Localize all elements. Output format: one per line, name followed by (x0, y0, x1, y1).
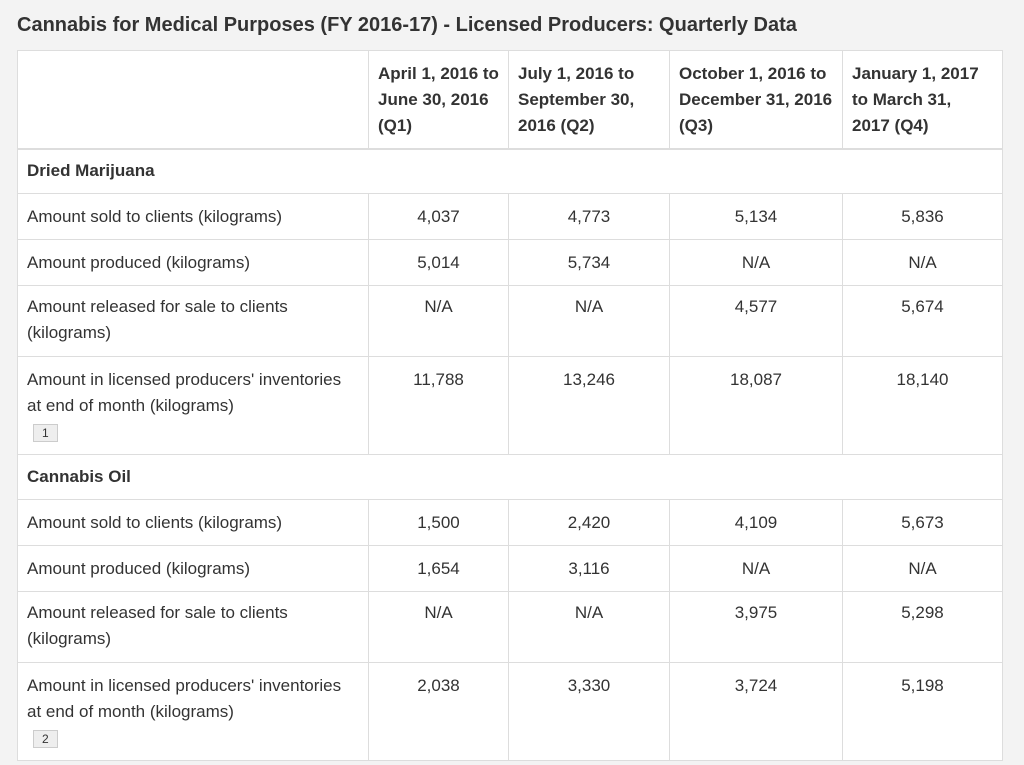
cell-q3: 5,134 (669, 193, 843, 240)
cell-q4: N/A (842, 545, 1003, 592)
row-label-cell: Amount in licensed producers' inventorie… (17, 356, 369, 455)
cell-q1: 11,788 (368, 356, 509, 455)
table-row: Amount produced (kilograms) 1,654 3,116 … (17, 545, 1003, 592)
cell-q1: 4,037 (368, 193, 509, 240)
row-label: Amount produced (kilograms) (17, 239, 369, 286)
row-label: Amount released for sale to clients (kil… (17, 591, 369, 663)
cell-q2: 2,420 (508, 499, 670, 546)
row-label: Amount in licensed producers' inventorie… (27, 676, 342, 721)
table-row: Amount in licensed producers' inventorie… (17, 356, 1003, 455)
cell-q3: 18,087 (669, 356, 843, 455)
section-title: Cannabis Oil (17, 454, 1003, 500)
header-row: April 1, 2016 to June 30, 2016 (Q1) July… (17, 50, 1003, 150)
row-label: Amount produced (kilograms) (17, 545, 369, 592)
cell-q3: 4,577 (669, 285, 843, 357)
table-row: Amount produced (kilograms) 5,014 5,734 … (17, 239, 1003, 286)
cell-q4: 5,198 (842, 662, 1003, 761)
row-label-cell: Amount in licensed producers' inventorie… (17, 662, 369, 761)
cell-q2: 4,773 (508, 193, 670, 240)
cell-q4: 5,298 (842, 591, 1003, 663)
table-row: Amount released for sale to clients (kil… (17, 285, 1003, 357)
cell-q2: 3,116 (508, 545, 670, 592)
cell-q2: 3,330 (508, 662, 670, 761)
cell-q4: 5,674 (842, 285, 1003, 357)
header-cell-q1: April 1, 2016 to June 30, 2016 (Q1) (368, 50, 509, 150)
cell-q4: 18,140 (842, 356, 1003, 455)
header-cell-q3: October 1, 2016 to December 31, 2016 (Q3… (669, 50, 843, 150)
header-cell-q4: January 1, 2017 to March 31, 2017 (Q4) (842, 50, 1003, 150)
table-caption: Cannabis for Medical Purposes (FY 2016-1… (17, 14, 797, 36)
row-label: Amount sold to clients (kilograms) (17, 499, 369, 546)
section-row-dried-marijuana: Dried Marijuana (17, 148, 1003, 194)
header-cell-q2: July 1, 2016 to September 30, 2016 (Q2) (508, 50, 670, 150)
row-label: Amount released for sale to clients (kil… (17, 285, 369, 357)
cell-q2: N/A (508, 591, 670, 663)
cell-q2: 5,734 (508, 239, 670, 286)
cell-q1: N/A (368, 285, 509, 357)
footnote-link-2[interactable]: 2 (33, 730, 58, 748)
cell-q2: 13,246 (508, 356, 670, 455)
cell-q1: 1,500 (368, 499, 509, 546)
table-row: Amount sold to clients (kilograms) 1,500… (17, 499, 1003, 546)
table-row: Amount in licensed producers' inventorie… (17, 662, 1003, 761)
header-cell-empty (17, 50, 369, 150)
cell-q1: 5,014 (368, 239, 509, 286)
cell-q4: 5,673 (842, 499, 1003, 546)
table-row: Amount sold to clients (kilograms) 4,037… (17, 193, 1003, 240)
cell-q2: N/A (508, 285, 670, 357)
row-label: Amount in licensed producers' inventorie… (27, 370, 342, 415)
cell-q3: 3,975 (669, 591, 843, 663)
quarterly-data-table: April 1, 2016 to June 30, 2016 (Q1) July… (17, 50, 1003, 761)
cell-q4: N/A (842, 239, 1003, 286)
cell-q1: N/A (368, 591, 509, 663)
section-title: Dried Marijuana (17, 148, 1003, 194)
cell-q3: N/A (669, 239, 843, 286)
cell-q1: 1,654 (368, 545, 509, 592)
section-row-cannabis-oil: Cannabis Oil (17, 454, 1003, 500)
footnote-link-1[interactable]: 1 (33, 424, 58, 442)
table-row: Amount released for sale to clients (kil… (17, 591, 1003, 663)
cell-q1: 2,038 (368, 662, 509, 761)
cell-q3: 4,109 (669, 499, 843, 546)
row-label: Amount sold to clients (kilograms) (17, 193, 369, 240)
cell-q4: 5,836 (842, 193, 1003, 240)
cell-q3: 3,724 (669, 662, 843, 761)
cell-q3: N/A (669, 545, 843, 592)
